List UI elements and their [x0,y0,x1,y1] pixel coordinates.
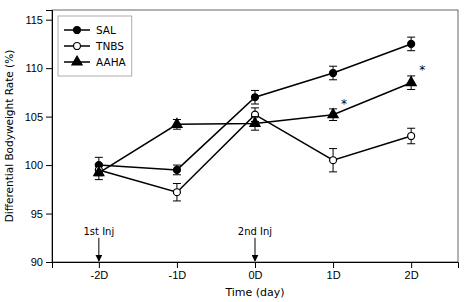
data-point [250,118,260,127]
x-tick-label: 0D [248,269,262,281]
x-tick: 1D [327,262,341,281]
y-tick: 90 [31,256,52,268]
annotation-text: * [341,97,347,111]
data-point [406,77,416,86]
x-tick-mark [333,262,334,268]
data-point [94,167,104,176]
y-axis-title: Differential Bodyweight Rate (%) [3,50,15,222]
y-tick: 115 [25,14,52,26]
y-axis: 90 95 100 105 110 115 [25,11,53,269]
error-bar [173,165,181,175]
data-point [330,157,337,164]
y-tick-label: 90 [31,256,43,268]
x-axis: -2D -1D 0D 1D 2D [53,262,459,281]
data-area [94,37,417,201]
plot: -2D -1D 0D 1D 2D 90 95 100 105 110 115 1st Inj 2nd I… [25,10,459,281]
y-tick-mark [46,165,52,166]
y-tick-label: 105 [25,111,43,123]
annotation-arrow [98,238,99,261]
data-point [173,166,180,173]
x-tick: -2D [90,262,108,281]
annotation-text: 1st Inj [83,226,114,237]
x-tick-mark [255,262,256,268]
plot-frame [52,10,458,262]
y-tick-mark [46,68,52,69]
legend-frame [58,16,132,76]
annotations: 1st Inj 2nd Inj * * [83,63,425,261]
x-tick-label: 2D [405,269,419,281]
legend-label: AAHA [96,56,127,68]
legend-swatch-marker [72,56,82,65]
x-tick-mark [177,262,178,268]
x-tick-mark [99,262,100,268]
y-tick-mark [46,20,52,21]
x-tick-label: -1D [169,269,187,281]
y-tick-mark [46,214,52,215]
x-tick-label: -2D [90,269,108,281]
x-tick: 0D [248,262,262,281]
y-tick-label: 95 [31,208,43,220]
y-tick: 95 [31,208,52,220]
annotation-text: * [419,63,425,77]
legend-swatch-marker [74,43,81,50]
series-line [99,115,411,193]
error-bar [329,149,337,172]
x-tick: -1D [169,262,187,281]
legend: SAL TNBS AAHA [58,16,132,76]
series-0 [95,37,415,175]
y-tick-mark [46,262,52,263]
chart: -2D -1D 0D 1D 2D 90 95 100 105 110 115 1st Inj 2nd I… [0,0,472,302]
x-axis-line [53,263,459,269]
data-point [172,118,182,127]
data-point [173,189,180,196]
error-bar [407,37,415,51]
error-bar [173,183,181,200]
legend-swatch-marker [74,27,81,34]
y-tick: 105 [25,111,52,123]
legend-label: TNBS [95,40,124,52]
series-line [99,83,411,173]
annotation-arrow [255,238,256,261]
data-point [408,40,415,47]
data-point [328,109,338,118]
x-tick-mark [411,262,412,268]
x-tick-label: 1D [327,269,341,281]
y-tick: 100 [25,159,52,171]
error-bar [329,66,337,80]
error-bar [407,128,415,144]
series-1 [95,108,415,201]
y-axis-line [46,11,53,263]
y-tick-mark [46,117,52,118]
y-tick: 110 [25,62,52,74]
error-bar [251,90,259,104]
data-point [330,70,337,77]
x-axis-title: Time (day) [224,286,284,299]
annotation-text: 2nd Inj [238,226,272,237]
x-tick: 2D [405,262,419,281]
y-tick-label: 100 [25,159,43,171]
series-2 [94,76,417,180]
y-tick-label: 110 [25,62,43,74]
data-point [252,94,259,101]
data-point [408,133,415,140]
legend-label: SAL [96,24,116,36]
y-tick-label: 115 [25,14,43,26]
